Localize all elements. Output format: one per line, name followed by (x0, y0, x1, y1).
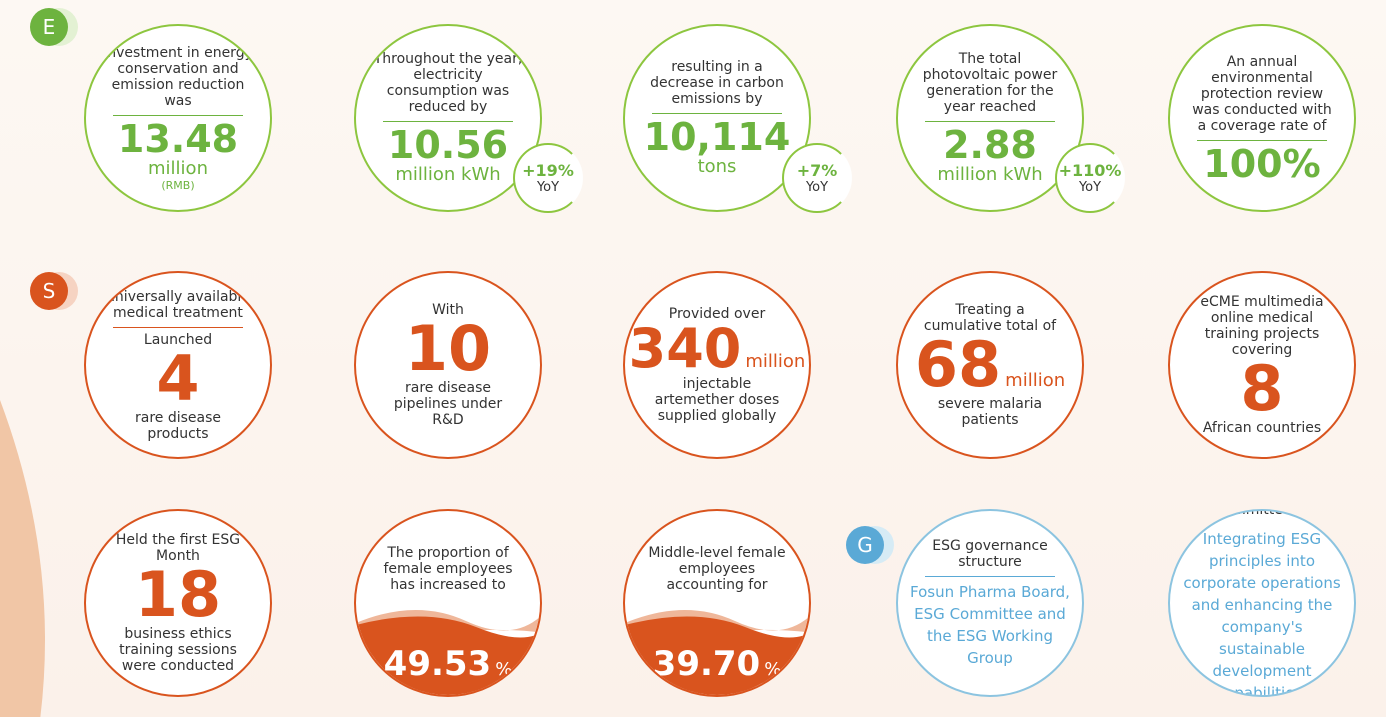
yoy-change: +110% (1059, 161, 1122, 180)
section-badge: S (30, 272, 68, 310)
section-badge: E (30, 8, 68, 46)
value-row: 10,114 (644, 118, 791, 156)
description: The total photovoltaic power generation … (915, 51, 1065, 115)
divider (113, 115, 243, 116)
value-row: 8 (1240, 358, 1283, 420)
metric-circle: Committed to Integrating ESG principles i… (1168, 509, 1356, 697)
value: 100% (1203, 145, 1320, 183)
value: 49.53 (384, 647, 492, 681)
metric-circle: An annual environmental protection revie… (1168, 24, 1356, 212)
divider (925, 121, 1055, 122)
value: 8 (1240, 358, 1283, 420)
metric-circle: eCME multimedia online medical training … (1168, 271, 1356, 459)
metric-circle: ESG governance structure Fosun Pharma Boa… (896, 509, 1084, 697)
decoration (0, 400, 60, 717)
yoy-badge: +7%YoY (782, 143, 852, 213)
unit: million kWh (937, 164, 1042, 185)
infographic: E Investment in energy conservation and e… (0, 0, 1386, 717)
value: 13.48 (118, 120, 238, 158)
body-text: Fosun Pharma Board, ESG Committee and th… (905, 581, 1075, 669)
value-row: 39.70% (625, 647, 809, 681)
description: rare disease pipelines under R&D (378, 380, 518, 428)
description: Throughout the year, electricity consump… (373, 51, 523, 115)
value: 39.70 (653, 647, 761, 681)
unit: % (495, 659, 512, 680)
metric-circle: The proportion of female employees has i… (354, 509, 542, 697)
yoy-label: YoY (1079, 180, 1101, 195)
value: 340 (629, 322, 742, 376)
divider (113, 327, 243, 328)
unit: % (764, 659, 781, 680)
value: 10.56 (388, 126, 508, 164)
value: 4 (156, 348, 199, 410)
description: injectable artemether doses supplied glo… (647, 376, 787, 424)
yoy-label: YoY (806, 180, 828, 195)
value: 18 (135, 564, 221, 626)
description: resulting in a decrease in carbon emissi… (642, 59, 792, 107)
metric-circle: Middle-level female employees accounting… (623, 509, 811, 697)
divider (925, 576, 1055, 577)
description: Middle-level female employees accounting… (642, 545, 792, 593)
description: An annual environmental protection revie… (1187, 54, 1337, 134)
unit: million (1005, 370, 1065, 391)
wave-area: 49.53% (356, 603, 540, 695)
yoy-badge: +110%YoY (1055, 143, 1125, 213)
divider (1197, 140, 1327, 141)
value: 10 (405, 318, 491, 380)
description: universally available medical treatment (103, 289, 253, 321)
unit: tons (698, 156, 737, 177)
description: Investment in energy conservation and em… (103, 45, 253, 109)
value-row: 2.88 (943, 126, 1037, 164)
description: business ethics training sessions were c… (108, 626, 248, 674)
description: Committed to (1187, 509, 1337, 518)
value: 10,114 (644, 118, 791, 156)
section-badge: G (846, 526, 884, 564)
divider (652, 113, 782, 114)
description: eCME multimedia online medical training … (1187, 294, 1337, 358)
value: 2.88 (943, 126, 1037, 164)
yoy-label: YoY (537, 180, 559, 195)
description: The proportion of female employees has i… (373, 545, 523, 593)
value-row: 49.53% (356, 647, 540, 681)
yoy-change: +7% (797, 161, 838, 180)
value-row: 10 (405, 318, 491, 380)
metric-circle: Investment in energy conservation and em… (84, 24, 272, 212)
value-row: 13.48 (118, 120, 238, 158)
value-row: 10.56 (388, 126, 508, 164)
yoy-change: +19% (522, 161, 574, 180)
description: ESG governance structure (915, 538, 1065, 570)
unit: million (148, 158, 208, 179)
yoy-badge: +19%YoY (513, 143, 583, 213)
value-row: 100% (1203, 145, 1320, 183)
body-text: Integrating ESG principles into corporat… (1177, 528, 1347, 697)
unit: million (745, 351, 805, 372)
divider (383, 121, 513, 122)
value-row: 18 (135, 564, 221, 626)
value-row: 4 (156, 348, 199, 410)
value: 68 (915, 334, 1001, 396)
unit: million kWh (395, 164, 500, 185)
note: (RMB) (161, 179, 194, 192)
wave-area: 39.70% (625, 603, 809, 695)
